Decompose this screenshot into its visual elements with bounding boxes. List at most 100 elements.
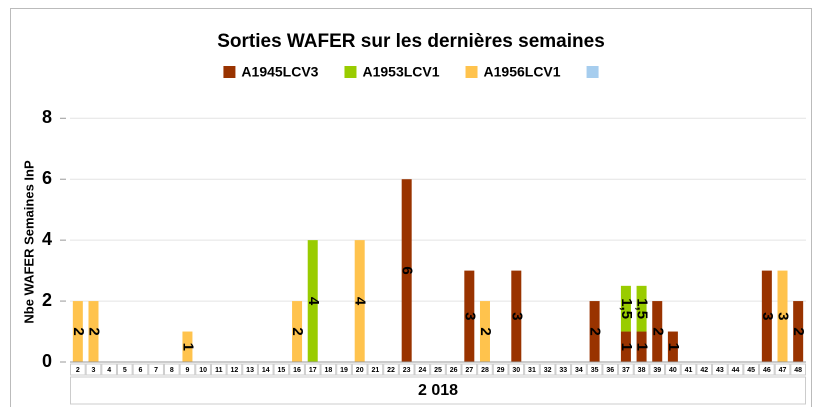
bar <box>793 301 804 362</box>
x-tick-box <box>492 363 509 376</box>
x-tick-box <box>680 363 697 376</box>
x-tick-box <box>445 363 462 376</box>
data-label: 2 <box>70 327 87 335</box>
data-label: 1 <box>665 343 682 351</box>
legend-swatch <box>586 66 599 78</box>
data-label: 3 <box>508 312 525 320</box>
bar <box>511 270 522 362</box>
bar <box>620 285 631 332</box>
x-tick-box <box>790 363 807 376</box>
x-tick-box <box>210 363 227 376</box>
legend-label: A1945LCV3 <box>241 64 318 80</box>
x-tick-box <box>195 363 211 376</box>
x-tick-box <box>618 363 634 376</box>
data-label: 1,5 <box>634 298 651 319</box>
x-tick-box <box>743 363 760 376</box>
x-tick-label: 5 <box>123 367 127 374</box>
x-tick-label: 32 <box>544 367 552 374</box>
data-label: 2 <box>790 327 807 335</box>
x-tick-box <box>602 363 619 376</box>
category-group-box <box>70 376 806 405</box>
y-axis-label: Nbe WAFER Semaines InP <box>21 160 36 324</box>
x-tick-label: 19 <box>340 367 348 374</box>
x-tick-label: 20 <box>356 367 364 374</box>
x-tick-box <box>461 363 478 376</box>
x-tick-box <box>383 363 399 376</box>
x-tick-label: 7 <box>154 367 158 374</box>
x-tick-label: 18 <box>324 367 332 374</box>
x-tick-label: 33 <box>559 367 567 374</box>
bar <box>72 301 83 362</box>
bar <box>292 301 303 362</box>
legend-label: A1953LCV1 <box>362 64 439 80</box>
x-tick-label: 42 <box>700 367 708 374</box>
bar <box>620 331 631 362</box>
x-tick-label: 3 <box>92 367 96 374</box>
bar <box>464 270 475 362</box>
x-tick-label: 10 <box>199 367 207 374</box>
x-tick-box <box>414 363 431 376</box>
bar <box>182 331 193 362</box>
x-tick-box <box>774 363 791 376</box>
data-label: 2 <box>86 327 103 335</box>
x-tick-label: 29 <box>497 367 505 374</box>
x-tick-label: 2 <box>76 367 80 374</box>
y-tick-label: 4 <box>42 229 52 249</box>
y-tick-label: 2 <box>42 290 52 310</box>
x-tick-label: 39 <box>653 367 661 374</box>
data-label: 2 <box>587 327 604 335</box>
x-tick-box <box>320 363 337 376</box>
y-tick-label: 0 <box>42 351 52 371</box>
x-tick-label: 44 <box>732 367 740 374</box>
x-tick-label: 46 <box>763 367 771 374</box>
x-tick-box <box>226 363 243 376</box>
x-tick-label: 30 <box>512 367 520 374</box>
x-tick-label: 41 <box>685 367 693 374</box>
x-tick-box <box>101 363 117 376</box>
x-tick-label: 25 <box>434 367 442 374</box>
x-tick-label: 17 <box>309 367 317 374</box>
x-tick-box <box>179 363 196 376</box>
x-tick-label: 36 <box>606 367 614 374</box>
x-tick-box <box>539 363 556 376</box>
x-tick-label: 37 <box>622 367 630 374</box>
x-tick-box <box>242 363 258 376</box>
x-tick-box <box>649 363 666 376</box>
bar <box>777 270 788 362</box>
y-tick-label: 8 <box>42 107 52 127</box>
x-tick-label: 9 <box>185 367 189 374</box>
category-group-label: 2 018 <box>418 382 458 399</box>
x-tick-label: 4 <box>107 367 111 374</box>
x-tick-box <box>633 363 650 376</box>
bar <box>761 270 772 362</box>
data-label: 2 <box>477 327 494 335</box>
x-tick-label: 13 <box>246 367 254 374</box>
data-label: 1,5 <box>618 298 635 319</box>
x-tick-box <box>524 363 540 376</box>
x-tick-label: 34 <box>575 367 583 374</box>
x-tick-box <box>132 363 149 376</box>
x-tick-label: 14 <box>262 367 270 374</box>
x-tick-box <box>289 363 305 376</box>
x-tick-box <box>273 363 290 376</box>
x-tick-box <box>351 363 368 376</box>
x-tick-box <box>555 363 572 376</box>
x-tick-box <box>759 363 775 376</box>
x-tick-label: 45 <box>747 367 755 374</box>
data-label: 3 <box>461 312 478 320</box>
x-tick-label: 48 <box>794 367 802 374</box>
legend-swatch <box>223 66 236 78</box>
x-tick-label: 8 <box>170 367 174 374</box>
data-label: 6 <box>399 266 416 274</box>
x-tick-box <box>586 363 603 376</box>
bar <box>589 301 600 362</box>
x-tick-label: 38 <box>638 367 646 374</box>
x-tick-box <box>336 363 352 376</box>
legend-swatch <box>344 66 357 78</box>
bar <box>636 331 647 362</box>
x-tick-label: 43 <box>716 367 724 374</box>
x-tick-label: 27 <box>465 367 473 374</box>
x-tick-box <box>116 363 133 376</box>
x-tick-box <box>430 363 446 376</box>
